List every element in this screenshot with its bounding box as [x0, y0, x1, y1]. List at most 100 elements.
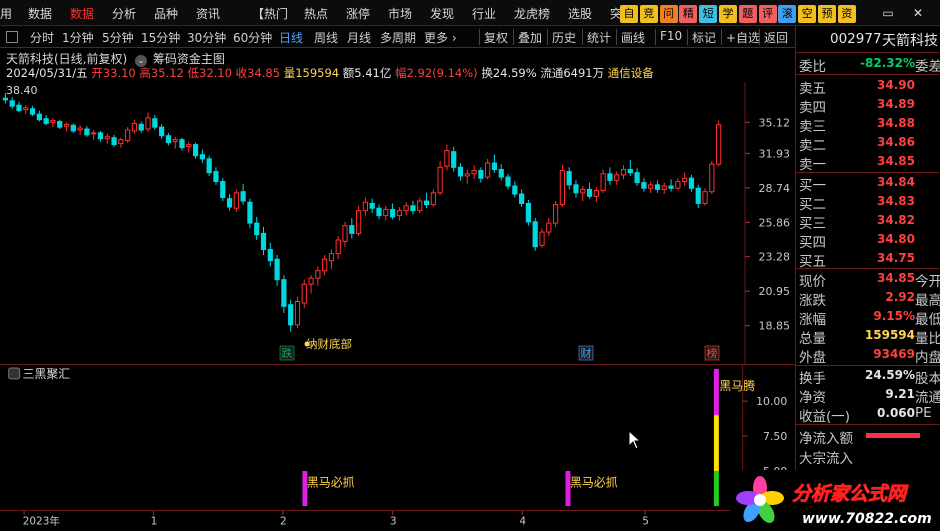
high-label: 高	[139, 66, 151, 80]
quick-button-3[interactable]: 精	[679, 5, 698, 23]
volume-label: 量	[283, 66, 296, 80]
menu-item-0[interactable]: 用	[0, 7, 13, 21]
stat-row-1[interactable]: 涨跌 2.92 最高	[796, 288, 940, 309]
bid-row-1[interactable]: 买一 34.84	[796, 173, 940, 194]
candle-body	[97, 132, 104, 140]
menu-item-5[interactable]: 资讯	[196, 7, 221, 21]
period-tab-1[interactable]: 1分钟	[62, 31, 94, 45]
menu-item-1[interactable]: 数据	[28, 7, 53, 21]
tool-button-6[interactable]: 标记	[692, 31, 717, 45]
divider	[796, 268, 940, 269]
ask-row-3-label: 卖三	[799, 119, 826, 135]
quick-button-0[interactable]: 自	[620, 5, 638, 23]
period-tab-8[interactable]: 月线	[347, 31, 372, 45]
fundamental-row-2[interactable]: 收益(一) 0.060 PE	[796, 404, 940, 425]
bid-row-5[interactable]: 买五 34.75	[796, 249, 940, 270]
period-tab-2[interactable]: 5分钟	[102, 31, 134, 45]
quick-button-4[interactable]: 短	[699, 5, 718, 23]
stat-row-2[interactable]: 涨幅 9.15% 最低	[796, 307, 940, 328]
candle-body	[566, 171, 572, 186]
fundamental-row-0[interactable]: 换手 24.59% 股本	[796, 366, 940, 387]
toolbar-separator	[687, 29, 688, 45]
indicator-chart[interactable]: 10.007.505.00三黑聚汇黑马必抓黑马必抓黑马腾	[0, 364, 795, 510]
menu-item-13[interactable]: 选股	[568, 7, 593, 21]
ask-row-5[interactable]: 卖五 34.90	[796, 76, 940, 97]
period-tab-4[interactable]: 30分钟	[187, 31, 227, 45]
quick-button-8[interactable]: 滚	[778, 5, 797, 23]
restore-window-icon[interactable]: ▭	[882, 6, 894, 20]
fundamental-row-1[interactable]: 净资 9.21 流通	[796, 385, 940, 406]
period-tab-6[interactable]: 日线	[279, 31, 304, 45]
menu-item-9[interactable]: 市场	[388, 7, 413, 21]
ask-row-3[interactable]: 卖三 34.88	[796, 114, 940, 135]
quick-button-5[interactable]: 学	[719, 5, 737, 23]
menu-item-10[interactable]: 发现	[430, 7, 455, 21]
stat-row-4-value: 93469	[873, 347, 915, 361]
period-tab-0[interactable]: 分时	[30, 31, 55, 45]
stat-row-1-label: 涨跌	[799, 293, 826, 309]
close-window-icon[interactable]: ✕	[912, 6, 924, 20]
tool-button-5[interactable]: F10	[660, 29, 683, 43]
tool-button-8[interactable]: 返回	[764, 31, 789, 45]
tool-button-1[interactable]: 叠加	[518, 31, 543, 45]
quick-button-2[interactable]: 问	[659, 5, 678, 23]
event-marker-box[interactable]	[279, 345, 295, 361]
event-marker-2[interactable]: 榜	[707, 346, 718, 360]
bid-row-3[interactable]: 买三 34.82	[796, 211, 940, 232]
ask-row-5-value: 34.90	[877, 78, 915, 92]
indicator-dropdown-icon[interactable]: ⌄	[135, 55, 148, 67]
menu-item-2[interactable]: 数据	[70, 7, 95, 21]
event-marker-box[interactable]	[578, 345, 594, 361]
menu-item-12[interactable]: 龙虎榜	[514, 7, 551, 21]
tool-button-0[interactable]: 复权	[484, 31, 509, 45]
main-indicator-name[interactable]: 筹码资金主图	[152, 52, 225, 66]
period-tab-5[interactable]: 60分钟	[233, 31, 273, 45]
menu-item-6[interactable]: 【热门	[252, 7, 289, 21]
menu-item-7[interactable]: 热点	[304, 7, 329, 21]
menu-item-4[interactable]: 品种	[154, 7, 179, 21]
period-tab-3[interactable]: 15分钟	[141, 31, 181, 45]
quick-button-7[interactable]: 评	[758, 5, 777, 23]
ask-row-2[interactable]: 卖二 34.86	[796, 133, 940, 154]
stat-row-3[interactable]: 总量 159594 量比	[796, 326, 940, 347]
quick-button-10[interactable]: 预	[818, 5, 836, 23]
ask-row-1[interactable]: 卖一 34.85	[796, 152, 940, 173]
mouse-cursor-icon	[628, 430, 642, 450]
menu-item-3[interactable]: 分析	[112, 7, 137, 21]
period-tab-9[interactable]: 多周期	[380, 31, 417, 45]
indicator-title[interactable]: 三黑聚汇	[23, 367, 71, 381]
quick-button-6[interactable]: 题	[738, 5, 757, 23]
candle-body	[539, 231, 545, 246]
event-marker-0[interactable]: 跌	[282, 346, 293, 360]
ask-row-4[interactable]: 卖四 34.89	[796, 95, 940, 116]
quick-button-9[interactable]: 空	[798, 5, 817, 23]
menu-item-8[interactable]: 涨停	[346, 7, 371, 21]
menu-item-14[interactable]: 突	[610, 7, 623, 21]
x-tick-label: 2023年	[23, 514, 60, 527]
candlestick-chart[interactable]: 35.12 31.93 28.74 25.86 23.28 20.95 18.85 38.40…	[0, 82, 795, 364]
period-tab-10[interactable]: 更多 ›	[424, 31, 457, 45]
stat-row-4[interactable]: 外盘 93469 内盘	[796, 345, 940, 366]
flow-label-1: 大宗流入	[799, 451, 853, 467]
bid-row-2[interactable]: 买二 34.83	[796, 192, 940, 213]
tool-button-7[interactable]: +自选	[726, 31, 761, 45]
stat-row-0[interactable]: 现价 34.85 今开	[796, 269, 940, 290]
sector-link[interactable]: 通信设备	[607, 66, 654, 80]
menu-item-11[interactable]: 行业	[472, 7, 497, 21]
tool-button-4[interactable]: 画线	[621, 31, 646, 45]
quick-button-1[interactable]: 竞	[639, 5, 658, 23]
header-title-line: 天箭科技(日线,前复权) ⌄ 筹码资金主图	[6, 50, 225, 67]
bid-row-4[interactable]: 买四 34.80	[796, 230, 940, 251]
event-marker-1[interactable]: 财	[581, 346, 592, 360]
candle-body	[457, 166, 464, 177]
chart-options-checkbox[interactable]	[6, 31, 18, 43]
tool-button-2[interactable]: 历史	[552, 31, 577, 45]
indicator-settings-icon[interactable]	[8, 367, 21, 380]
quick-button-11[interactable]: 资	[837, 5, 856, 23]
candle-body	[172, 139, 178, 143]
candle-body	[274, 258, 280, 281]
candle-body	[675, 180, 681, 189]
event-marker-box[interactable]	[704, 345, 720, 361]
period-tab-7[interactable]: 周线	[314, 31, 339, 45]
tool-button-3[interactable]: 统计	[587, 31, 612, 45]
